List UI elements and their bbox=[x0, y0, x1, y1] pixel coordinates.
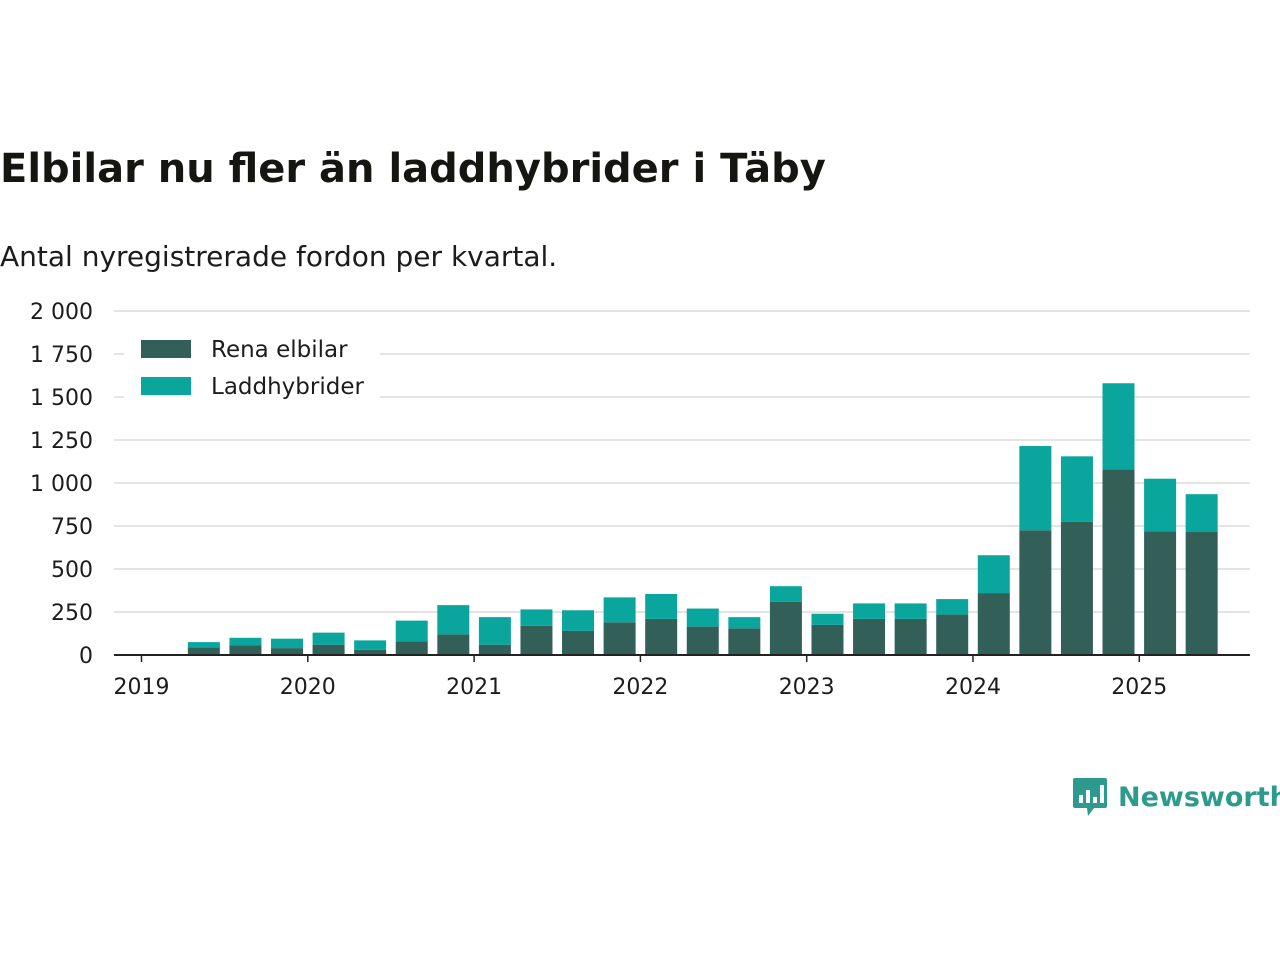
bar-laddhybrider bbox=[520, 609, 553, 626]
bar-rena-elbilar bbox=[395, 641, 428, 655]
bar-laddhybrider bbox=[562, 610, 595, 631]
bar-rena-elbilar bbox=[853, 618, 886, 655]
y-axis-tick-labels: 0 250 500 750 1 000 1 250 1 500 1 750 2 000 bbox=[30, 300, 93, 669]
bar-rena-elbilar bbox=[977, 593, 1010, 655]
chart-subtitle: Antal nyregistrerade fordon per kvartal. bbox=[0, 240, 558, 273]
bar-rena-elbilar bbox=[312, 644, 345, 655]
newsworthy-logo-icon bbox=[1073, 778, 1107, 816]
bar-rena-elbilar bbox=[811, 624, 844, 655]
bar-laddhybrider bbox=[1144, 478, 1177, 532]
y-tick-label: 0 bbox=[79, 644, 93, 669]
x-tick-label: 2025 bbox=[1111, 675, 1167, 700]
legend: Rena elbilar Laddhybrider bbox=[124, 326, 380, 406]
bar-laddhybrider bbox=[853, 603, 886, 619]
bar-rena-elbilar bbox=[645, 618, 678, 655]
bar-rena-elbilar bbox=[936, 614, 969, 655]
bar-laddhybrider bbox=[187, 642, 220, 648]
x-axis-ticks: 2019 2020 2021 2022 2023 2024 2025 bbox=[114, 655, 1167, 700]
bar-rena-elbilar bbox=[478, 644, 511, 655]
bar-laddhybrider bbox=[478, 617, 511, 645]
chart-title: Elbilar nu fler än laddhybrider i Täby bbox=[0, 146, 826, 192]
bar-laddhybrider bbox=[1060, 456, 1093, 522]
bar-laddhybrider bbox=[229, 637, 262, 646]
legend-label-laddhybrider: Laddhybrider bbox=[211, 374, 364, 400]
bar-laddhybrider bbox=[811, 613, 844, 625]
bar-laddhybrider bbox=[728, 617, 761, 629]
y-tick-label: 500 bbox=[51, 558, 93, 583]
bar-rena-elbilar bbox=[1185, 532, 1218, 655]
y-tick-label: 2 000 bbox=[30, 300, 93, 325]
bar-laddhybrider bbox=[271, 638, 304, 649]
bar-laddhybrider bbox=[437, 605, 470, 635]
bar-laddhybrider bbox=[603, 597, 636, 623]
bar-rena-elbilar bbox=[562, 630, 595, 655]
bar-laddhybrider bbox=[894, 603, 927, 619]
y-tick-label: 250 bbox=[51, 601, 93, 626]
x-tick-label: 2021 bbox=[446, 675, 502, 700]
brand-name: Newsworthy bbox=[1118, 781, 1280, 813]
bar-rena-elbilar bbox=[686, 626, 719, 655]
bar-rena-elbilar bbox=[769, 601, 802, 655]
legend-swatch-rena-elbilar bbox=[141, 340, 191, 358]
bar-rena-elbilar bbox=[187, 647, 220, 655]
bar-laddhybrider bbox=[769, 586, 802, 602]
bar-laddhybrider bbox=[645, 593, 678, 619]
bar-laddhybrider bbox=[312, 632, 345, 645]
bar-rena-elbilar bbox=[520, 625, 553, 655]
bar-laddhybrider bbox=[395, 620, 428, 642]
y-tick-label: 1 750 bbox=[30, 343, 93, 368]
bar-laddhybrider bbox=[1102, 383, 1135, 470]
bar-laddhybrider bbox=[936, 599, 969, 615]
bars bbox=[187, 383, 1218, 655]
x-tick-label: 2019 bbox=[114, 675, 170, 700]
bar-rena-elbilar bbox=[229, 645, 262, 655]
bar-rena-elbilar bbox=[728, 628, 761, 655]
legend-label-rena-elbilar: Rena elbilar bbox=[211, 337, 348, 363]
bar-rena-elbilar bbox=[894, 618, 927, 655]
bar-rena-elbilar bbox=[603, 622, 636, 655]
bar-laddhybrider bbox=[354, 640, 387, 650]
x-tick-label: 2024 bbox=[945, 675, 1001, 700]
bar-laddhybrider bbox=[686, 608, 719, 627]
x-tick-label: 2023 bbox=[779, 675, 835, 700]
bar-rena-elbilar bbox=[1060, 521, 1093, 655]
newsworthy-logo[interactable]: Newsworthy bbox=[1072, 776, 1280, 818]
legend-swatch-laddhybrider bbox=[141, 377, 191, 395]
y-tick-label: 1 250 bbox=[30, 429, 93, 454]
y-tick-label: 750 bbox=[51, 515, 93, 540]
y-tick-label: 1 500 bbox=[30, 386, 93, 411]
bar-rena-elbilar bbox=[1144, 531, 1177, 655]
bar-rena-elbilar bbox=[437, 634, 470, 655]
bar-rena-elbilar bbox=[1102, 469, 1135, 655]
bar-rena-elbilar bbox=[1019, 530, 1052, 655]
bar-rena-elbilar bbox=[271, 648, 304, 655]
bar-laddhybrider bbox=[977, 555, 1010, 594]
bar-laddhybrider bbox=[1185, 494, 1218, 533]
y-tick-label: 1 000 bbox=[30, 472, 93, 497]
bar-laddhybrider bbox=[1019, 446, 1052, 531]
x-tick-label: 2022 bbox=[612, 675, 668, 700]
bar-rena-elbilar bbox=[354, 649, 387, 655]
x-tick-label: 2020 bbox=[280, 675, 336, 700]
